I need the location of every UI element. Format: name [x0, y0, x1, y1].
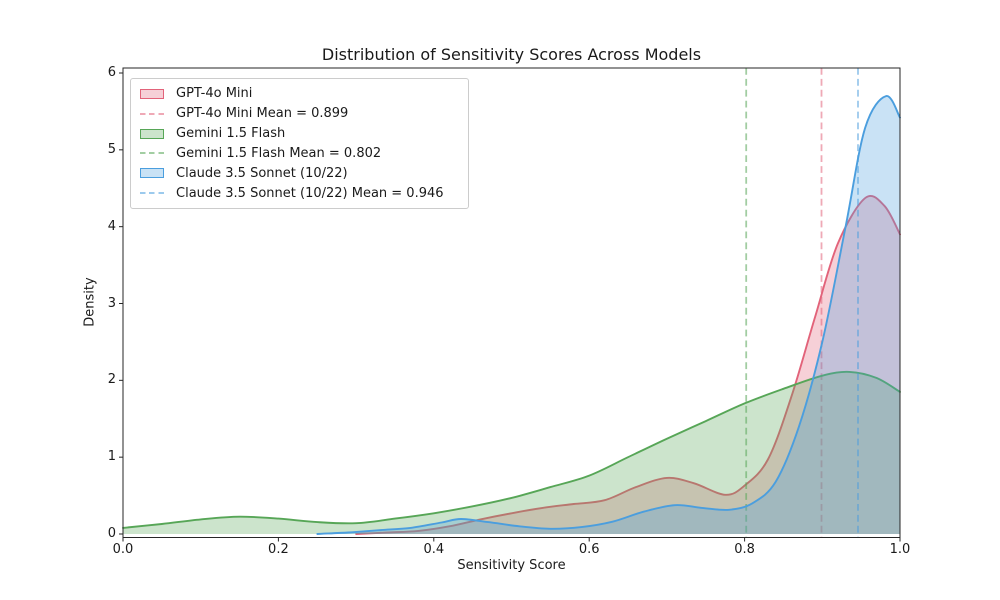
legend-item-label: Claude 3.5 Sonnet (10/22): [176, 165, 348, 181]
y-tick-label: 5: [107, 141, 116, 157]
legend-swatch: [140, 152, 167, 155]
legend: GPT-4o Mini GPT-4o Mini Mean = 0.899 Gemin…: [130, 78, 469, 209]
y-tick-label: 4: [107, 218, 116, 234]
legend-item: GPT-4o Mini: [140, 84, 459, 104]
kde-curve-gpt-4o-mini: [355, 195, 901, 535]
chart-title: Distribution of Sensitivity Scores Acros…: [321, 45, 702, 64]
x-axis-label: Sensitivity Score: [457, 558, 566, 573]
legend-item-label: GPT-4o Mini Mean = 0.899: [176, 106, 349, 122]
legend-swatch: [140, 112, 167, 115]
legend-item-label: GPT-4o Mini: [176, 86, 253, 102]
legend-item: Gemini 1.5 Flash Mean = 0.802: [140, 143, 459, 163]
x-tick-label: 0.6: [578, 542, 600, 557]
kde-curve-gemini-1-5-flash: [122, 370, 901, 529]
x-tick-label: 1.0: [889, 542, 911, 557]
y-tick-label: 6: [107, 65, 116, 80]
x-tick-label: 0.2: [268, 542, 289, 557]
legend-item-label: Gemini 1.5 Flash: [176, 126, 286, 142]
legend-item: Claude 3.5 Sonnet (10/22): [140, 163, 459, 183]
legend-item: GPT-4o Mini Mean = 0.899: [140, 104, 459, 124]
legend-item-label: Gemini 1.5 Flash Mean = 0.802: [176, 145, 382, 161]
x-tick-label: 0.4: [423, 542, 445, 557]
legend-swatch: [140, 88, 167, 99]
legend-swatch: [140, 191, 167, 195]
y-tick-label: 0: [107, 526, 116, 541]
kde-fill-gemini-1-5-flash: [123, 371, 900, 534]
legend-patch-swatch-icon: [140, 88, 164, 99]
legend-dashed-line-swatch-icon: [140, 152, 166, 155]
legend-item: Claude 3.5 Sonnet (10/22) Mean = 0.946: [140, 183, 459, 203]
legend-patch-swatch-icon: [140, 128, 164, 139]
legend-dashed-line-swatch-icon: [140, 112, 166, 115]
plot-border: [122, 67, 901, 538]
kde-fill-claude-3-5-sonnet-10-22: [317, 95, 900, 534]
legend-swatch: [140, 128, 167, 139]
y-tick-label: 2: [107, 372, 116, 388]
legend-swatch: [140, 168, 167, 179]
kde-curve-claude-3-5-sonnet-10-22: [316, 95, 901, 535]
y-tick-label: 1: [107, 449, 116, 465]
legend-dashed-line-swatch-icon: [140, 191, 166, 195]
legend-patch-swatch-icon: [140, 168, 164, 179]
y-tick-label: 3: [107, 295, 116, 311]
x-tick-label: 0.0: [112, 542, 134, 557]
legend-item-label: Claude 3.5 Sonnet (10/22) Mean = 0.946: [176, 185, 444, 201]
x-tick-label: 0.8: [734, 542, 755, 557]
legend-item: Gemini 1.5 Flash: [140, 124, 459, 144]
